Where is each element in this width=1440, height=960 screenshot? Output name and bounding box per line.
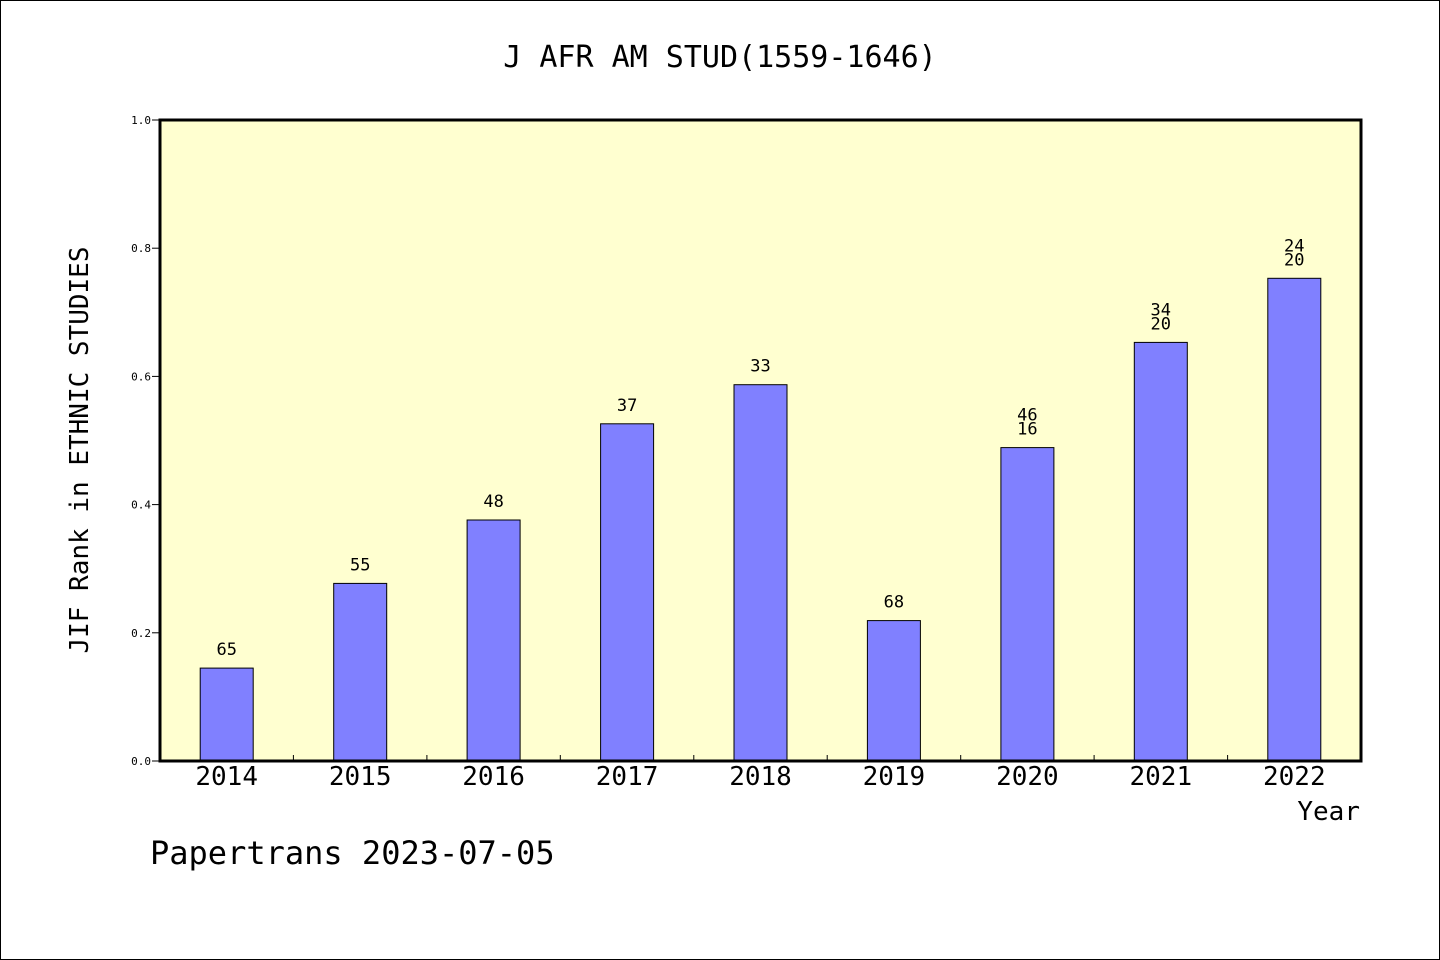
bar bbox=[199, 667, 254, 762]
bar-data-label: 20 bbox=[1151, 314, 1171, 334]
bar-data-label: 55 bbox=[350, 555, 370, 575]
y-tick-label: 0.8 bbox=[131, 242, 151, 255]
y-axis-label: JIF Rank in ETHNIC STUDIES bbox=[65, 247, 95, 654]
x-tick-label: 2015 bbox=[329, 762, 392, 792]
bar bbox=[600, 423, 655, 762]
x-tick-label: 2014 bbox=[195, 762, 258, 792]
watermark-text: Papertrans 2023-07-05 bbox=[150, 834, 555, 872]
bar bbox=[866, 620, 921, 762]
bar bbox=[733, 384, 788, 762]
bar bbox=[466, 519, 521, 762]
x-tick-label: 2017 bbox=[596, 762, 659, 792]
x-tick-label: 2022 bbox=[1263, 762, 1326, 792]
bar-data-label: 68 bbox=[884, 593, 904, 613]
y-tick-label: 0.4 bbox=[131, 499, 151, 512]
x-tick-label: 2019 bbox=[863, 762, 926, 792]
bar-data-label: 33 bbox=[750, 357, 770, 377]
y-axis-ticks: 0.0 0.2 0.4 0.6 0.8 1.0 bbox=[131, 114, 160, 768]
x-tick-label: 2016 bbox=[462, 762, 525, 792]
x-axis-ticks: 2014 2015 2016 2017 2018 2019 2020 2021 2022 bbox=[195, 755, 1326, 792]
bar bbox=[1267, 277, 1322, 762]
x-axis-label: Year bbox=[1297, 797, 1360, 827]
bar-data-label: 16 bbox=[1017, 420, 1037, 440]
x-tick-label: 2021 bbox=[1129, 762, 1192, 792]
bars-layer bbox=[199, 277, 1322, 762]
x-tick-label: 2020 bbox=[996, 762, 1059, 792]
plot-border bbox=[158, 118, 1363, 763]
bar bbox=[1133, 341, 1188, 762]
bar bbox=[333, 582, 388, 762]
bar-data-label: 48 bbox=[483, 492, 503, 512]
y-tick-label: 0.6 bbox=[131, 370, 151, 383]
bar-data-label: 37 bbox=[617, 396, 637, 416]
bar-data-label: 24 bbox=[1284, 236, 1304, 256]
bar bbox=[1000, 447, 1055, 762]
x-tick-label: 2018 bbox=[729, 762, 792, 792]
bar-data-label: 46 bbox=[1017, 406, 1037, 426]
y-tick-label: 0.0 bbox=[131, 755, 151, 768]
y-tick-label: 1.0 bbox=[131, 114, 151, 127]
bar-data-label: 34 bbox=[1151, 300, 1171, 320]
bar-data-label: 20 bbox=[1284, 250, 1304, 270]
bar-data-label: 65 bbox=[216, 640, 236, 660]
chart-title: J AFR AM STUD(1559-1646) bbox=[503, 40, 936, 75]
y-tick-label: 0.2 bbox=[131, 627, 151, 640]
